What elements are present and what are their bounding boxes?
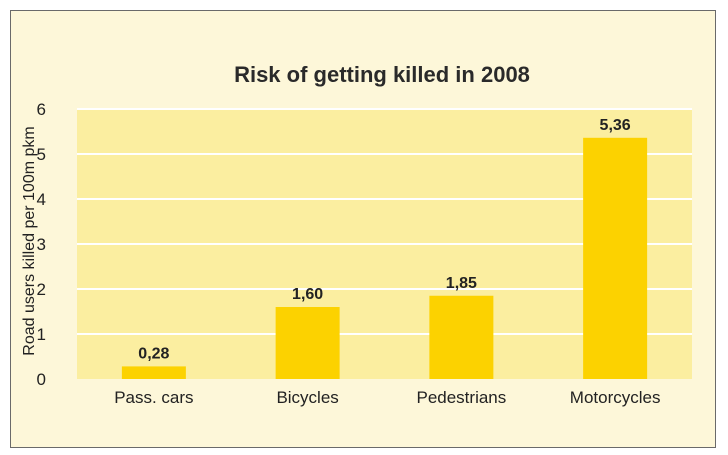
- y-tick-label: 1: [37, 325, 46, 344]
- y-tick-label: 0: [37, 370, 46, 389]
- y-tick-label: 3: [37, 235, 46, 254]
- y-tick-label: 2: [37, 280, 46, 299]
- y-tick-label: 6: [37, 100, 46, 119]
- x-tick-label: Motorcycles: [570, 388, 661, 407]
- bar: [583, 137, 648, 379]
- y-tick-label: 5: [37, 145, 46, 164]
- x-tick-label: Pedestrians: [416, 388, 506, 407]
- y-axis-label: Road users killed per 100m pkm: [21, 126, 38, 355]
- data-label: 1,85: [446, 275, 477, 292]
- data-label: 1,60: [292, 286, 323, 303]
- data-label: 0,28: [138, 345, 169, 362]
- data-labels: 0,28 1,60 1,85 5,36: [138, 117, 630, 363]
- y-tick-label: 4: [37, 190, 46, 209]
- x-tick-labels: Pass. cars Bicycles Pedestrians Motorcycles: [114, 388, 660, 407]
- x-tick-label: Pass. cars: [114, 388, 193, 407]
- bar: [429, 295, 494, 379]
- bars: [121, 137, 648, 379]
- data-label: 5,36: [600, 117, 631, 134]
- bar: [275, 307, 340, 379]
- y-tick-labels: 0 1 2 3 4 5 6: [37, 100, 46, 389]
- bar: [121, 366, 186, 379]
- chart-title: Risk of getting killed in 2008: [234, 62, 530, 87]
- x-tick-label: Bicycles: [276, 388, 338, 407]
